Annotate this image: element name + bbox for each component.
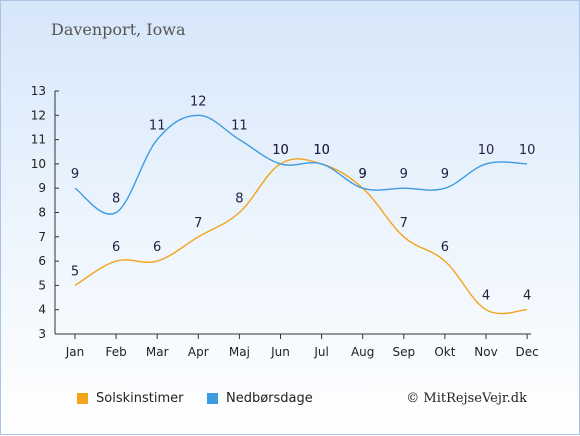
y-tick-label: 3 bbox=[38, 327, 46, 341]
data-label-sunshine: 8 bbox=[235, 192, 243, 207]
data-label-sunshine: 6 bbox=[441, 240, 449, 255]
y-tick-label: 9 bbox=[38, 181, 46, 195]
series-line-rain bbox=[74, 114, 528, 215]
x-tick-label: Sep bbox=[392, 345, 415, 359]
x-tick-label: Nov bbox=[474, 345, 497, 359]
y-tick-label: 12 bbox=[31, 108, 46, 122]
legend-swatch-sunshine bbox=[77, 393, 88, 404]
y-tick-label: 5 bbox=[38, 278, 46, 292]
data-label-rain: 11 bbox=[149, 119, 166, 134]
legend-swatch-rain bbox=[207, 393, 218, 404]
x-tick-label: Aug bbox=[351, 345, 374, 359]
y-tick-label: 13 bbox=[31, 84, 46, 98]
legend-label-sunshine: Solskinstimer bbox=[96, 391, 184, 406]
x-tick-label: Feb bbox=[105, 345, 126, 359]
x-tick-label: Okt bbox=[434, 345, 455, 359]
y-tick-label: 7 bbox=[38, 230, 46, 244]
data-label-sunshine: 4 bbox=[523, 289, 531, 304]
y-tick-label: 10 bbox=[31, 157, 46, 171]
data-label-rain: 9 bbox=[71, 167, 79, 182]
data-label-rain: 11 bbox=[231, 119, 248, 134]
data-label-rain: 9 bbox=[400, 167, 408, 182]
data-label-rain: 12 bbox=[190, 94, 207, 109]
data-label-rain: 10 bbox=[519, 143, 536, 158]
x-tick-label: Jun bbox=[270, 345, 290, 359]
x-tick-label: Mar bbox=[146, 345, 169, 359]
data-label-rain: 8 bbox=[112, 192, 120, 207]
data-label-rain: 9 bbox=[441, 167, 449, 182]
data-label-sunshine: 9 bbox=[359, 167, 367, 182]
data-label-rain: 10 bbox=[272, 143, 289, 158]
data-label-sunshine: 6 bbox=[112, 240, 120, 255]
y-tick-label: 6 bbox=[38, 254, 46, 268]
x-tick-label: Dec bbox=[515, 345, 538, 359]
legend-item-rain: Nedbørsdage bbox=[207, 391, 313, 406]
x-tick-label: Jan bbox=[65, 345, 85, 359]
data-label-sunshine: 5 bbox=[71, 264, 79, 279]
x-tick-label: Maj bbox=[229, 345, 250, 359]
data-label-sunshine: 10 bbox=[272, 143, 289, 158]
data-label-sunshine: 10 bbox=[313, 143, 330, 158]
x-tick-label: Apr bbox=[188, 345, 209, 359]
y-tick-label: 4 bbox=[38, 303, 46, 317]
copyright-text: © MitRejseVejr.dk bbox=[406, 391, 527, 406]
data-label-rain: 10 bbox=[313, 143, 330, 158]
data-label-rain: 10 bbox=[478, 143, 495, 158]
chart-title: Davenport, Iowa bbox=[51, 20, 186, 39]
data-label-sunshine: 6 bbox=[153, 240, 161, 255]
x-tick-label: Jul bbox=[313, 345, 328, 359]
series-line-sunshine bbox=[74, 158, 528, 315]
data-label-sunshine: 7 bbox=[400, 216, 408, 231]
y-tick-label: 11 bbox=[31, 133, 46, 147]
data-label-sunshine: 4 bbox=[482, 289, 490, 304]
y-tick-label: 8 bbox=[38, 206, 46, 220]
legend-item-sunshine: Solskinstimer bbox=[77, 391, 183, 406]
data-label-rain: 9 bbox=[359, 167, 367, 182]
data-label-sunshine: 7 bbox=[194, 216, 202, 231]
legend-label-rain: Nedbørsdage bbox=[226, 391, 313, 406]
